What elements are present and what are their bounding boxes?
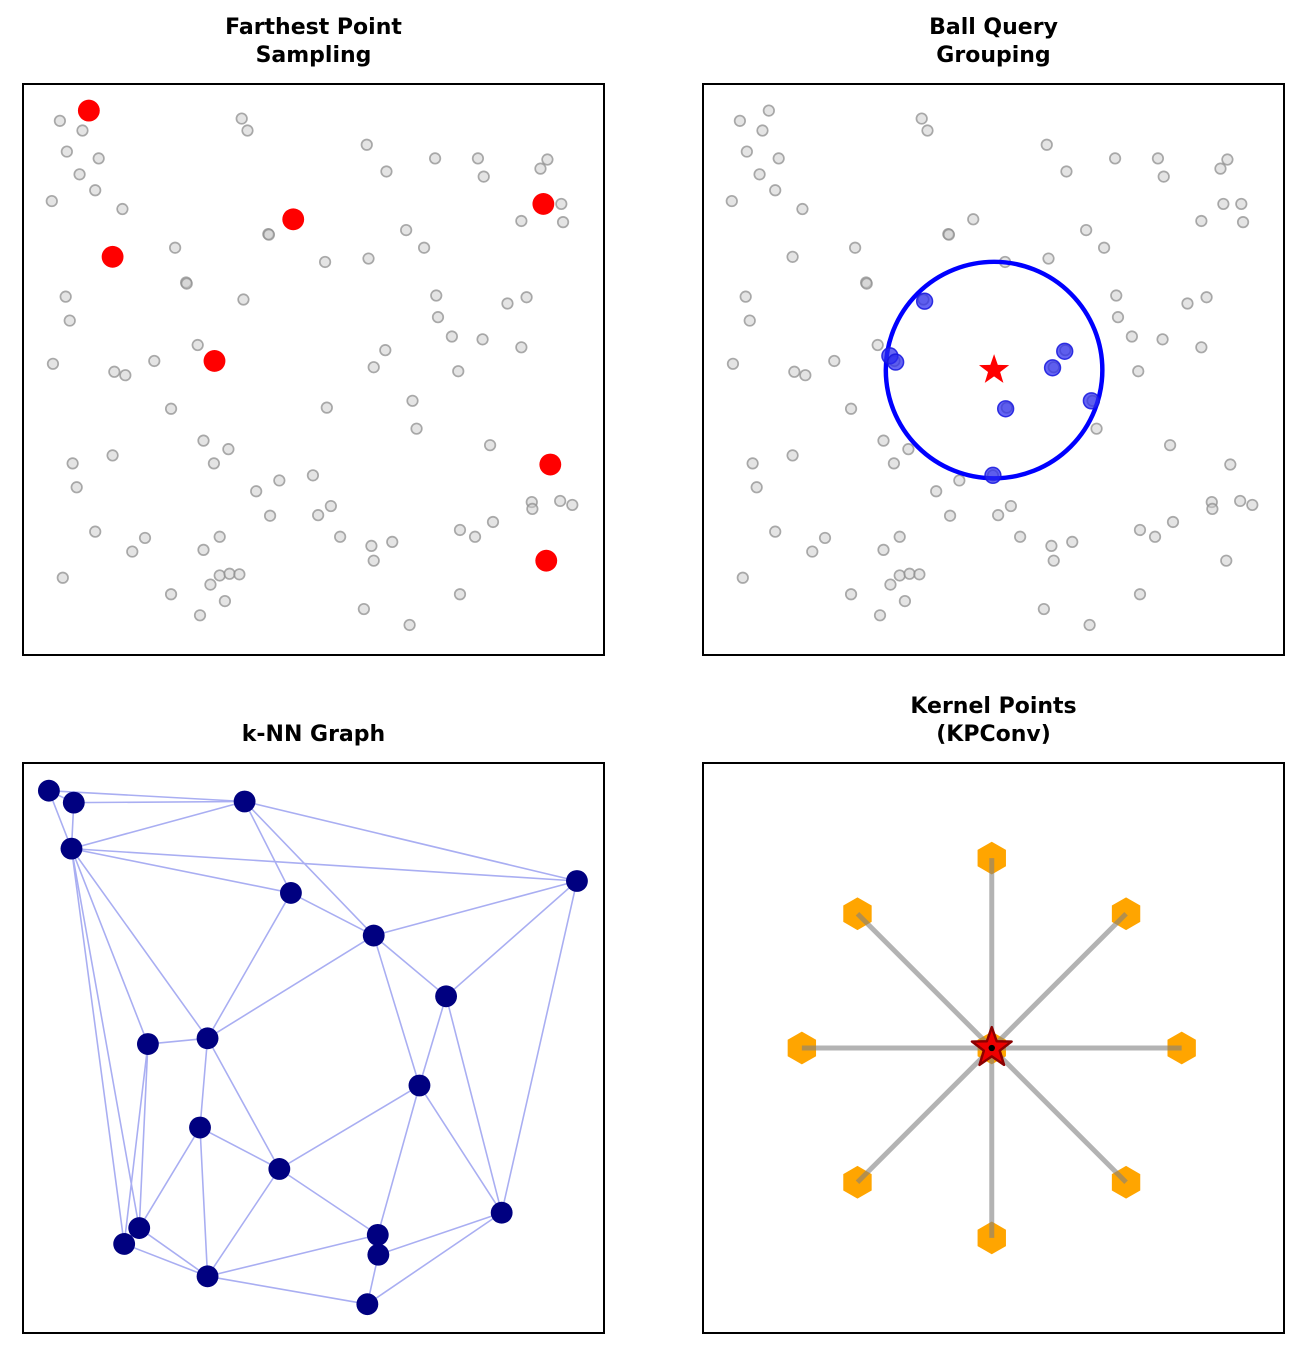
panel-kernel-points <box>702 762 1285 1334</box>
panel-ball-query-grouping <box>702 83 1285 656</box>
panel-title-kpconv: Kernel Points (KPConv) <box>702 693 1285 749</box>
title-line: Ball Query <box>929 15 1058 40</box>
panel-title-fps: Farthest Point Sampling <box>22 14 605 70</box>
panel-title-knn: k-NN Graph <box>22 721 605 749</box>
title-line: (KPConv) <box>936 722 1051 747</box>
title-line: Grouping <box>936 43 1051 68</box>
ball-query-scatter-plot <box>725 104 1259 632</box>
knn-graph-plot <box>37 779 588 1316</box>
panel-title-ball-query: Ball Query Grouping <box>702 14 1285 70</box>
title-line: Kernel Points <box>910 694 1077 719</box>
title-line: k-NN Graph <box>241 722 386 747</box>
kernel-points-plot <box>787 841 1196 1255</box>
fps-scatter-plot <box>45 99 579 632</box>
title-line: Farthest Point <box>225 15 402 40</box>
panel-knn-graph <box>22 762 605 1334</box>
title-line: Sampling <box>255 43 372 68</box>
panel-farthest-point-sampling <box>22 83 605 656</box>
